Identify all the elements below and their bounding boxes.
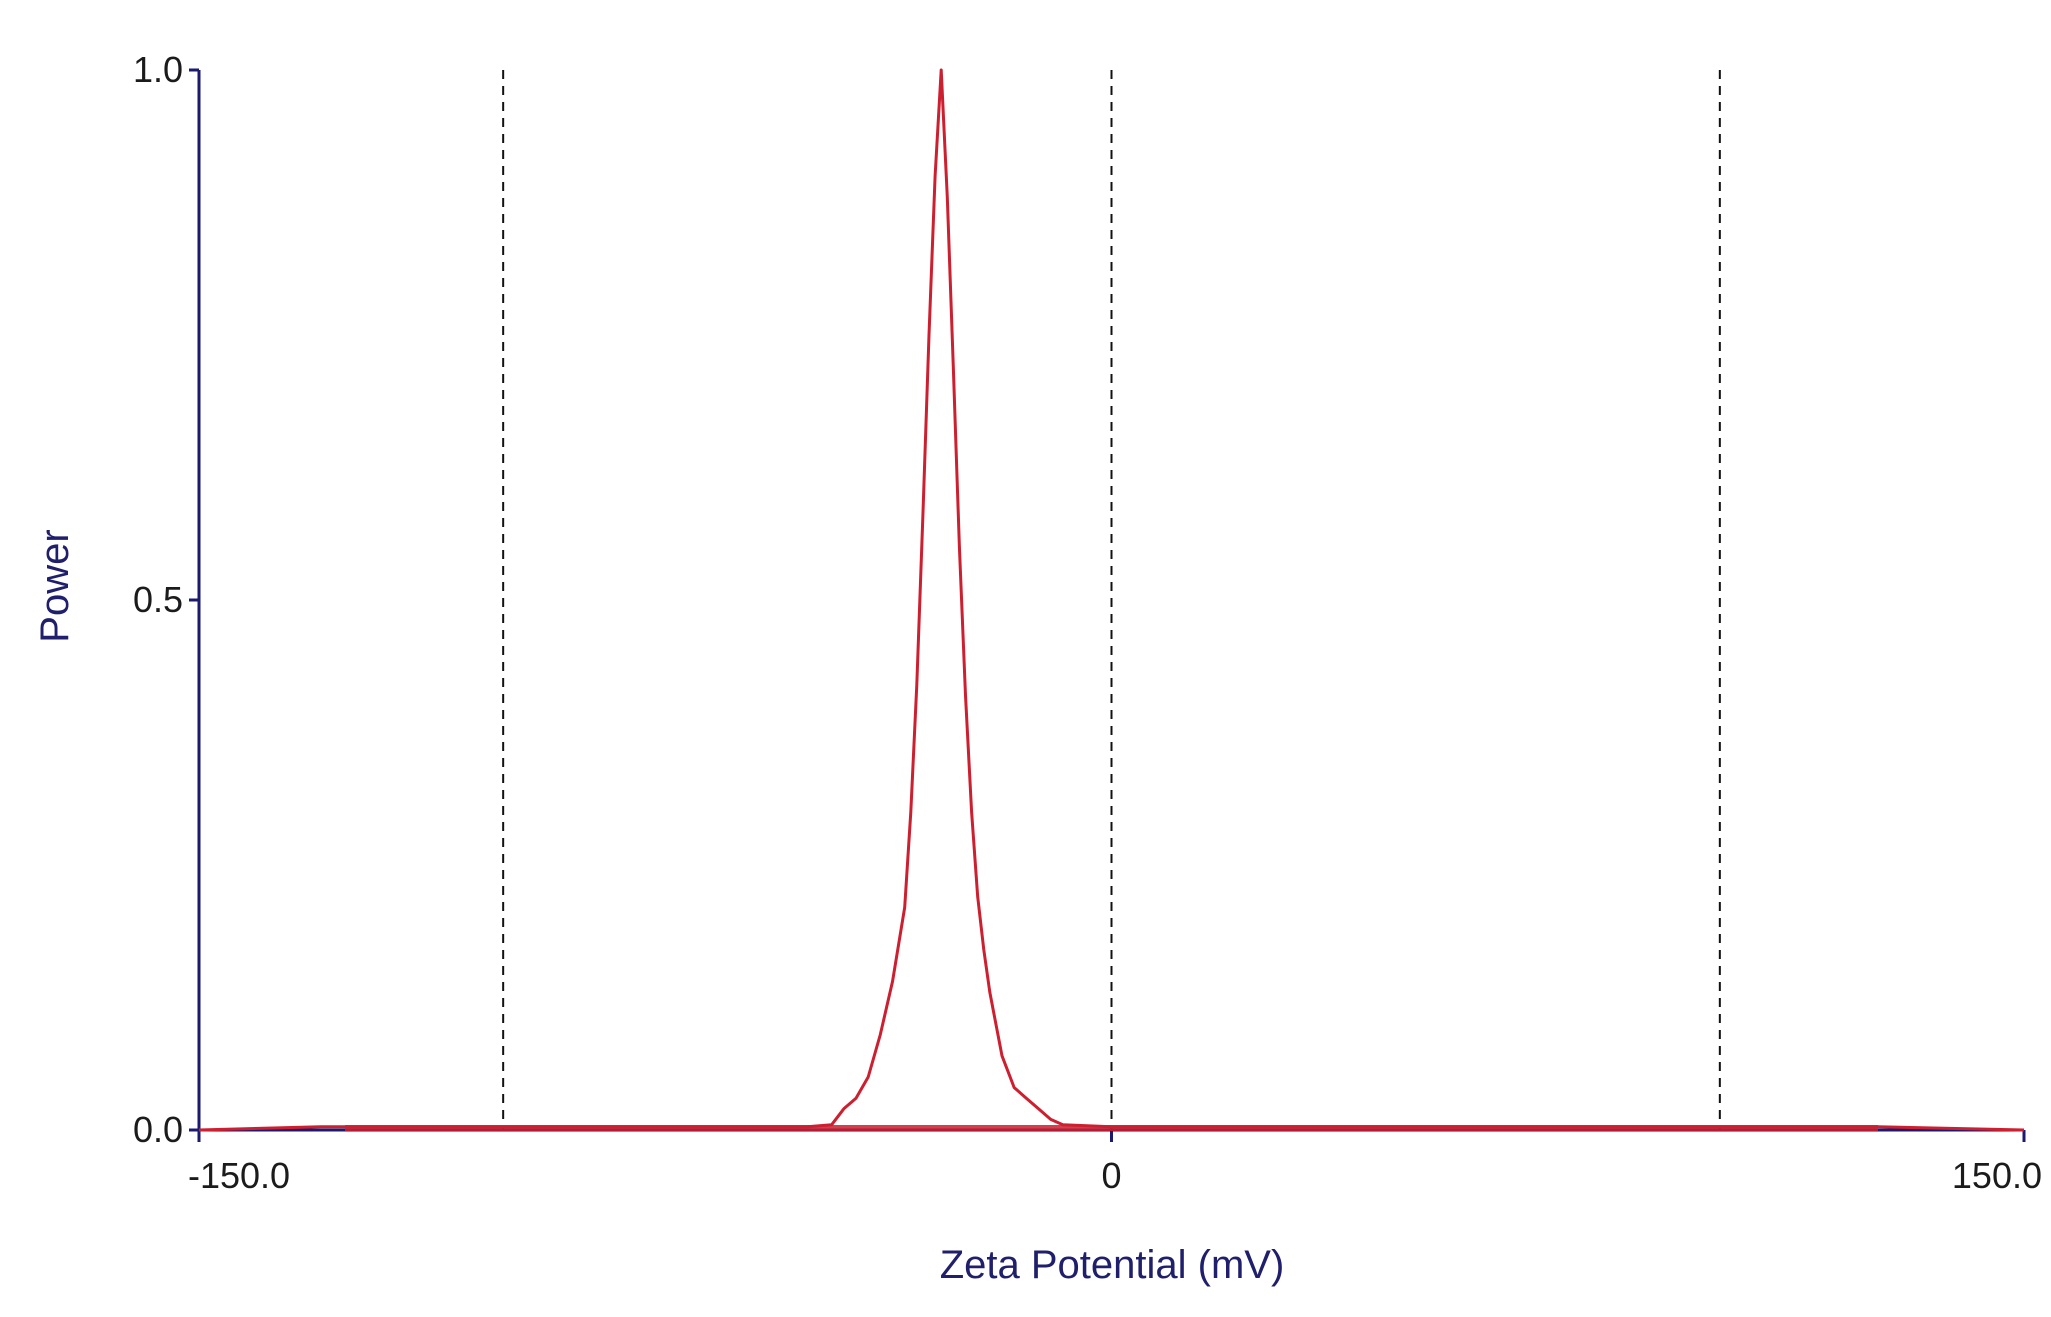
labels-layer: 0.0 0.5 1.0 -150.0 0 150.0 [133, 49, 2042, 1196]
y-tick-label-1: 0.5 [133, 579, 183, 620]
grid-layer [502, 70, 1721, 1130]
y-tick-label-2: 1.0 [133, 49, 183, 90]
x-axis-title: Zeta Potential (mV) [940, 1243, 1285, 1287]
series-layer [198, 68, 2025, 1132]
series-line-0 [198, 68, 2025, 1132]
x-tick-label-1: 0 [1101, 1155, 1121, 1196]
axes-layer [189, 68, 2026, 1142]
x-tick-label-0: -150.0 [188, 1155, 290, 1196]
y-tick-label-0: 0.0 [133, 1109, 183, 1150]
y-axis-title: Power [33, 529, 77, 642]
x-tick-label-2: 150.0 [1952, 1155, 2042, 1196]
